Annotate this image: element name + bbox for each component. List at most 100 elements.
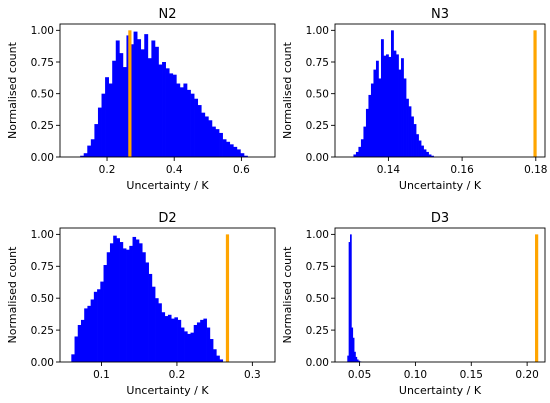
histogram-bar — [108, 83, 113, 157]
histogram-bar — [203, 318, 207, 362]
y-tick-label: 0.25 — [306, 325, 329, 337]
histogram-bar — [176, 83, 181, 157]
histogram-bar — [119, 53, 124, 157]
x-tick-label: 0.2 — [169, 369, 186, 381]
histogram-bar — [213, 349, 217, 362]
histogram-bar — [190, 93, 195, 157]
histogram-bar — [122, 67, 127, 157]
histogram-bar — [183, 83, 188, 157]
histogram-bar — [365, 108, 369, 157]
histogram-bar — [148, 273, 153, 362]
histogram-bar — [348, 242, 351, 362]
y-axis-label: Normalised count — [6, 246, 19, 344]
histogram-bar — [396, 54, 399, 157]
histogram-bar — [144, 34, 149, 157]
chart-title: D3 — [431, 211, 449, 226]
histogram-bar — [180, 327, 185, 362]
histogram-bar — [113, 235, 117, 362]
histogram-bar — [368, 94, 372, 157]
histogram-bar — [142, 252, 146, 362]
histogram-bar — [431, 155, 434, 157]
x-tick-label: 0.4 — [166, 164, 183, 176]
histogram-bar — [90, 299, 95, 362]
histogram-bar — [373, 69, 377, 157]
histogram-bar — [353, 154, 357, 157]
histogram-bar — [129, 245, 133, 362]
histogram-bar — [151, 40, 156, 157]
x-tick-label: 0.05 — [348, 369, 371, 381]
histogram-bar — [193, 324, 198, 362]
histogram-bar — [87, 305, 91, 362]
histogram-bar — [358, 360, 360, 362]
histogram-bar — [105, 77, 109, 157]
histogram-bar — [155, 298, 159, 362]
histogram-bar — [380, 39, 384, 158]
histogram-bar — [222, 139, 227, 157]
histogram-bar — [383, 55, 387, 157]
histogram-bar — [406, 98, 409, 157]
histogram-bar — [187, 333, 191, 362]
histogram-bar — [167, 314, 172, 362]
histogram-bar — [426, 151, 429, 157]
histogram-bar — [418, 140, 422, 157]
histogram-bar — [162, 62, 166, 157]
y-axis-label: Normalised count — [6, 41, 19, 139]
y-tick-label: 0.50 — [306, 88, 329, 100]
histogram-bar — [151, 286, 156, 362]
histogram-bar — [94, 124, 99, 157]
x-tick-label: 0.2 — [99, 164, 116, 176]
chart-title: D2 — [158, 211, 176, 226]
histogram-bar — [356, 359, 359, 362]
histogram-bar — [158, 303, 162, 362]
histogram-bar — [115, 40, 120, 157]
histogram-bar — [408, 106, 412, 157]
axes-frame — [59, 23, 276, 158]
y-tick-label: 0.00 — [31, 152, 54, 164]
y-tick-label: 0.25 — [306, 120, 329, 132]
histogram-bar — [350, 234, 352, 362]
histogram-bar — [145, 262, 149, 362]
histogram-bar — [135, 239, 140, 362]
y-tick-label: 0.50 — [306, 293, 329, 305]
histogram-bar — [97, 107, 102, 157]
y-axis-label: Normalised count — [281, 41, 294, 139]
x-tick-label: 0.18 — [524, 164, 547, 176]
histogram-bar — [355, 151, 359, 157]
histogram-bar — [226, 141, 231, 157]
histogram-bar — [186, 89, 191, 157]
panel-d2: 0.1 0.2 0.3 0.00 0.25 0.50 0.75 1.00 D2 Uncertain… — [6, 211, 276, 397]
x-tick-label: 0.15 — [460, 369, 483, 381]
histogram-bar — [219, 132, 223, 157]
histogram-bar — [138, 243, 143, 362]
histogram-bar — [197, 105, 202, 157]
histogram-bar — [80, 319, 85, 362]
x-tick-label: 0.6 — [233, 164, 250, 176]
histogram-bar — [74, 336, 79, 362]
y-tick-label: 0.25 — [31, 120, 54, 132]
reference-line — [533, 30, 537, 157]
histogram-bar — [219, 359, 224, 362]
x-axis-label: Uncertainty / K — [399, 179, 482, 192]
histogram-bar — [194, 98, 199, 157]
y-tick-label: 0.75 — [31, 261, 54, 273]
histogram-bar — [172, 74, 177, 157]
histogram-bar — [411, 116, 414, 157]
histogram-bar — [169, 73, 174, 157]
axes-frame — [334, 23, 546, 158]
histogram-bar — [423, 149, 427, 157]
histogram-bar — [100, 281, 104, 362]
histogram-bar — [243, 155, 248, 157]
histogram-bar — [126, 249, 130, 362]
histogram-bar — [403, 78, 407, 157]
histogram-bar — [196, 322, 201, 362]
histogram-bar — [174, 317, 178, 362]
histogram-bar — [347, 355, 349, 362]
y-tick-label: 0.00 — [306, 357, 329, 369]
histogram-bar — [206, 327, 211, 362]
reference-line — [128, 30, 132, 157]
y-tick-label: 1.00 — [306, 25, 329, 37]
histogram-bar — [236, 149, 241, 157]
histogram-bar — [216, 355, 220, 362]
histogram-bar — [171, 318, 175, 362]
histogram-bar — [97, 289, 101, 362]
